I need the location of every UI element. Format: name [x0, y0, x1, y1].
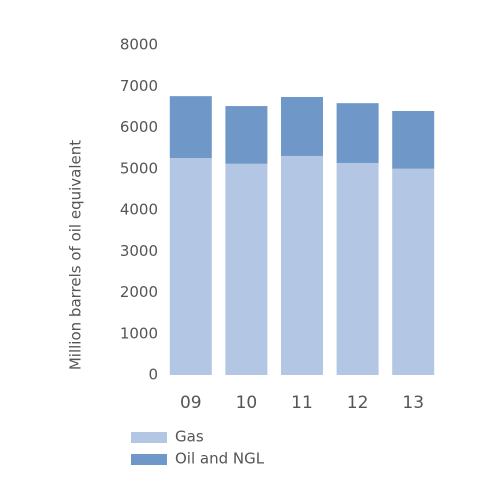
y-tick-label: 0 — [148, 366, 158, 384]
y-tick-label: 2000 — [120, 283, 158, 301]
x-tick-label: 10 — [236, 393, 258, 413]
legend-label: Oil and NGL — [175, 450, 265, 468]
y-tick-label: 5000 — [120, 159, 158, 177]
bar-segment — [281, 155, 323, 375]
bar-segment — [392, 168, 435, 375]
legend-swatch — [131, 432, 167, 443]
bar-segment — [169, 158, 212, 375]
x-tick-label: 11 — [291, 393, 313, 413]
y-axis-label: Million barrels of oil equivalent — [67, 140, 85, 370]
x-tick-label: 12 — [347, 393, 369, 413]
y-tick-label: 6000 — [120, 118, 158, 136]
y-tick-label: 3000 — [120, 242, 158, 260]
bar-segment — [392, 111, 435, 169]
bar-segment — [336, 162, 379, 375]
x-tick-label: 13 — [402, 393, 424, 413]
bar-segment — [336, 103, 379, 163]
y-tick-label: 1000 — [120, 324, 158, 342]
y-tick-label: 7000 — [120, 77, 158, 95]
y-tick-label: 4000 — [120, 201, 158, 219]
y-tick-label: 8000 — [120, 36, 158, 54]
bar-segment — [169, 96, 212, 159]
bar-segment — [281, 96, 323, 156]
x-tick-label: 09 — [180, 393, 202, 413]
legend-label: Gas — [175, 428, 204, 446]
bar-segment — [225, 163, 268, 375]
legend-swatch — [131, 454, 167, 465]
bar-segment — [225, 106, 268, 164]
